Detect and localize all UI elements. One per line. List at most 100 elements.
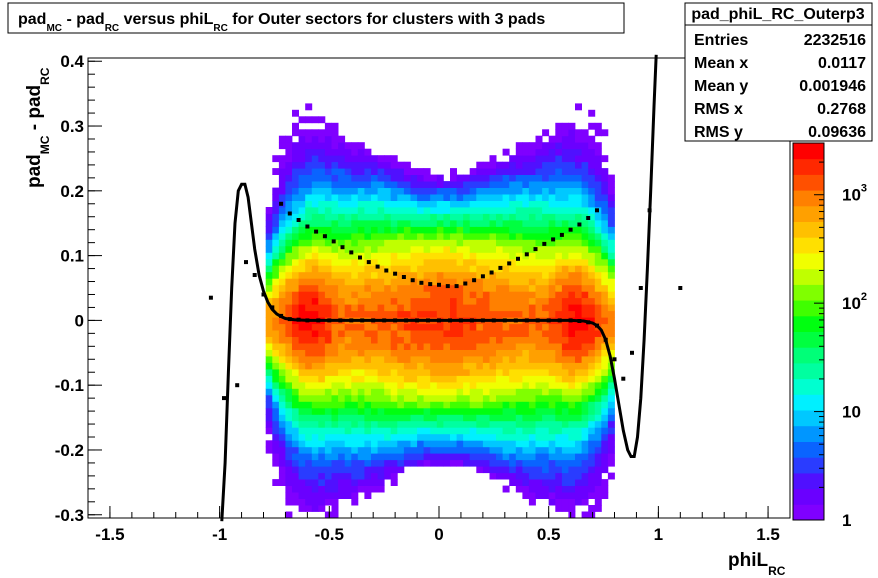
heatmap-cell (463, 388, 471, 396)
heatmap-cell (561, 232, 569, 240)
stats-value: 2232516 (804, 32, 866, 49)
heatmap-cell (311, 265, 319, 273)
heatmap-cell (377, 232, 385, 240)
heatmap-cell (588, 245, 596, 253)
heatmap-cell (568, 220, 576, 227)
heatmap-cell (528, 349, 536, 357)
heatmap-cell (588, 232, 596, 240)
heatmap-cell (575, 187, 582, 195)
heatmap-cell (265, 414, 273, 422)
heatmap-cell (509, 200, 517, 208)
heatmap-cell (397, 362, 405, 370)
heatmap-cell (410, 446, 418, 454)
heatmap-cell (390, 232, 398, 240)
palette-band (793, 158, 824, 175)
heatmap-cell (450, 310, 457, 318)
heatmap-cell (469, 194, 477, 201)
heatmap-cell (548, 226, 556, 234)
heatmap-cell (430, 291, 438, 299)
heatmap-cell (575, 161, 582, 169)
palette-band (793, 394, 824, 411)
heatmap-cell (298, 407, 306, 415)
heatmap-cell (528, 213, 536, 221)
heatmap-cell (568, 343, 576, 350)
palette-band (793, 190, 824, 207)
heatmap-cell (311, 181, 319, 188)
heatmap-cell (410, 369, 418, 376)
heatmap-cell (469, 245, 477, 253)
heatmap-cell (298, 284, 306, 292)
heatmap-cell (568, 375, 576, 383)
heatmap-cell (496, 161, 503, 169)
heatmap-cell (344, 168, 352, 175)
heatmap-cell (436, 420, 444, 428)
heatmap-cell (298, 369, 306, 376)
heatmap-cell (364, 187, 372, 195)
heatmap-cell (371, 330, 378, 337)
heatmap-cell (535, 271, 543, 279)
heatmap-cell (509, 479, 517, 486)
heatmap-cell (351, 200, 359, 208)
heatmap-cell (324, 356, 332, 363)
heatmap-cell (384, 375, 392, 383)
heatmap-cell (305, 427, 313, 435)
heatmap-cell (588, 226, 596, 234)
heatmap-cell (607, 174, 615, 182)
heatmap-cell (575, 453, 582, 461)
heatmap-cell (463, 207, 471, 214)
heatmap-cell (390, 220, 398, 227)
heatmap-cell (371, 459, 378, 467)
heatmap-cell (568, 466, 576, 474)
heatmap-cell (390, 304, 398, 312)
heatmap-cell (331, 181, 339, 188)
heatmap-cell (351, 161, 359, 169)
heatmap-cell (298, 265, 306, 273)
heatmap-cell (357, 336, 365, 344)
palette-frame (792, 142, 825, 521)
heatmap-cell (456, 427, 464, 435)
y-tick-label: -0.2 (55, 441, 84, 460)
heatmap-cell (344, 304, 352, 312)
heatmap-cell (318, 498, 326, 506)
heatmap-cell (575, 369, 582, 376)
heatmap-cell (456, 220, 464, 227)
heatmap-cell (318, 401, 326, 409)
heatmap-cell (305, 343, 313, 350)
heatmap-cell (430, 381, 438, 389)
heatmap-cell (331, 194, 339, 201)
heatmap-cell (594, 213, 602, 221)
heatmap-cell (594, 252, 602, 260)
heatmap-cell (594, 317, 602, 325)
heatmap-cell (351, 174, 359, 182)
heatmap-cell (338, 278, 346, 286)
heatmap-cell (489, 194, 497, 201)
heatmap-cell (311, 440, 319, 448)
heatmap-cell (522, 336, 530, 344)
heatmap-cell (324, 414, 332, 422)
heatmap-cell (410, 381, 418, 389)
heatmap-cell (384, 194, 392, 201)
heatmap-cell (417, 336, 425, 344)
heatmap-cell (535, 420, 543, 428)
heatmap-cell (522, 479, 530, 486)
heatmap-cell (357, 472, 365, 480)
heatmap-cell (548, 459, 556, 467)
heatmap-cell (351, 459, 359, 467)
heatmap-cell (371, 427, 378, 435)
heatmap-cell (357, 414, 365, 422)
heatmap-cell (522, 148, 530, 156)
heatmap-cell (555, 181, 563, 188)
heatmap-cell (377, 297, 385, 305)
heatmap-cell (568, 401, 576, 409)
heatmap-cell (482, 245, 490, 253)
heatmap-cell (285, 369, 293, 376)
heatmap-cell (311, 453, 319, 461)
heatmap-cell (575, 129, 582, 137)
heatmap-cell (397, 310, 405, 318)
palette-band (793, 441, 824, 458)
heatmap-cell (515, 258, 523, 266)
heatmap-cell (561, 446, 569, 454)
heatmap-cell (469, 407, 477, 415)
heatmap-cell (607, 271, 615, 279)
heatmap-cell (417, 304, 425, 312)
